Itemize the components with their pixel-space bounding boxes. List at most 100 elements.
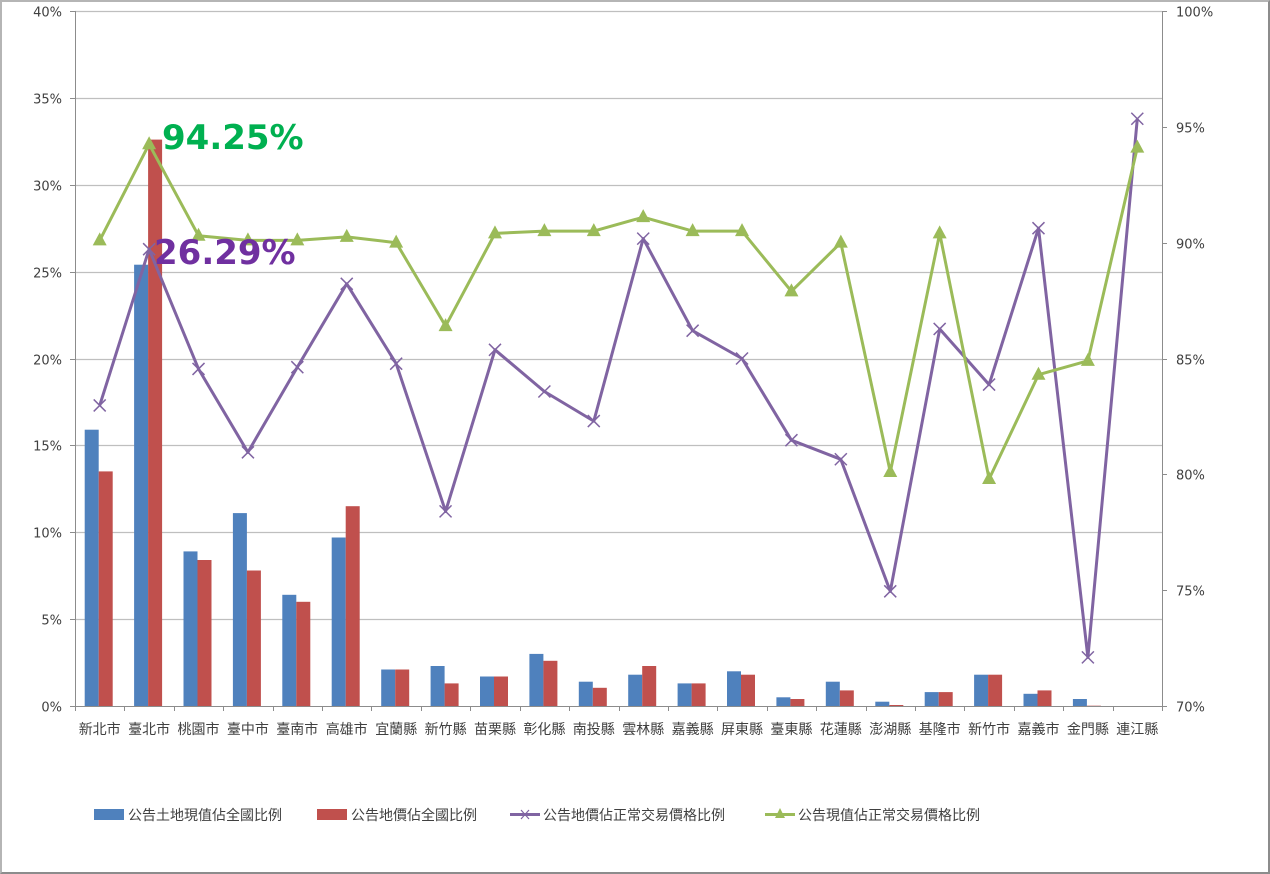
left-axis-label: 10%: [33, 527, 62, 542]
legend: 公告土地現值佔全國比例 公告地價佔全國比例 公告地價佔正常交易價格比例 公告現值…: [94, 807, 980, 824]
left-axis-label: 5%: [41, 614, 62, 629]
x-marker-icon: [340, 277, 354, 291]
right-axis-label: 95%: [1176, 122, 1205, 137]
triangle-marker-icon: [982, 470, 997, 484]
legend-label: 公告地價佔正常交易價格比例: [543, 807, 725, 824]
category-label: 新北市: [79, 721, 121, 738]
x-marker-icon: [686, 324, 700, 338]
bar-land-current-value-share: [331, 537, 346, 706]
x-marker-icon: [784, 433, 798, 447]
annotation-taipei-current-value: 94.25%: [162, 118, 304, 158]
category-label: 嘉義市: [1018, 721, 1060, 738]
bar-land-current-value-share: [825, 681, 840, 706]
x-marker-icon: [537, 384, 551, 399]
left-axis-label: 30%: [33, 180, 62, 195]
x-marker-icon: [439, 504, 453, 518]
bar-land-price-share: [345, 506, 360, 706]
bar-land-current-value-share: [84, 429, 99, 706]
axes: [70, 11, 1167, 711]
bar-land-current-value-share: [529, 653, 544, 706]
right-axis-label: 85%: [1176, 354, 1205, 369]
triangle-marker-icon: [487, 225, 502, 239]
triangle-marker-icon: [784, 283, 799, 297]
triangle-marker-icon: [775, 808, 785, 818]
bar-land-current-value-share: [232, 513, 247, 706]
x-marker-icon: [241, 445, 255, 459]
bar-land-current-value-share: [1072, 699, 1087, 706]
x-marker-icon: [933, 322, 947, 336]
x-marker-icon: [982, 378, 996, 392]
bar-land-current-value-share: [924, 692, 939, 706]
bar-land-price-share: [741, 674, 755, 706]
legend-item-land-price-share: 公告地價佔全國比例: [317, 807, 477, 824]
bar-land-price-share: [98, 471, 113, 706]
bar-land-current-value-share: [381, 669, 396, 706]
line-series: [92, 112, 1145, 664]
left-axis-label: 25%: [33, 267, 62, 282]
triangle-marker-icon: [735, 223, 750, 237]
bar-land-price-share: [839, 690, 854, 706]
category-label: 連江縣: [1116, 722, 1158, 738]
triangle-marker-icon: [636, 209, 651, 223]
triangle-marker-icon: [240, 232, 255, 246]
x-marker-icon: [1130, 112, 1144, 126]
bar-land-current-value-share: [776, 697, 791, 706]
category-label: 苗栗縣: [474, 722, 516, 738]
x-marker-icon: [883, 584, 897, 598]
bar-land-price-share: [395, 669, 410, 706]
bar-land-current-value-share: [183, 551, 198, 706]
bar-series: [84, 139, 1101, 707]
triangle-marker-icon: [833, 234, 848, 248]
bar-land-price-share: [494, 676, 508, 706]
category-label: 桃園市: [178, 721, 220, 738]
legend-swatch-red: [317, 809, 347, 820]
bar-land-current-value-share: [430, 666, 445, 706]
annotation-taipei-land-price: 26.29%: [154, 233, 296, 273]
bar-land-price-share: [444, 683, 459, 706]
category-label: 新竹市: [968, 721, 1010, 738]
left-axis-label: 40%: [33, 6, 62, 21]
bar-land-current-value-share: [628, 674, 643, 706]
right-axis-label: 75%: [1176, 585, 1205, 600]
category-label: 彰化縣: [523, 721, 565, 738]
bar-land-price-share: [1037, 690, 1052, 706]
x-marker-icon: [290, 360, 304, 374]
triangle-marker-icon: [586, 223, 601, 237]
x-marker-icon: [834, 452, 848, 466]
category-label: 嘉義縣: [672, 721, 714, 738]
bar-land-price-share: [246, 570, 261, 706]
triangle-marker-icon: [142, 136, 157, 150]
bar-land-current-value-share: [1023, 693, 1038, 706]
triangle-marker-icon: [537, 223, 552, 237]
right-axis-label: 80%: [1176, 469, 1205, 484]
triangle-marker-icon: [685, 223, 700, 237]
x-marker-icon: [488, 343, 502, 357]
right-axis-label: 70%: [1176, 701, 1205, 716]
x-marker-icon: [191, 362, 206, 376]
legend-label: 公告地價佔全國比例: [351, 807, 477, 824]
bar-land-current-value-share: [875, 701, 890, 706]
bar-land-current-value-share: [727, 671, 741, 707]
bar-land-price-share: [197, 560, 212, 706]
bar-land-price-share: [889, 705, 904, 706]
category-label: 臺中市: [227, 721, 269, 738]
category-label: 臺北市: [128, 721, 170, 738]
category-label: 雲林縣: [622, 722, 664, 738]
bar-land-current-value-share: [677, 683, 692, 706]
category-label: 屏東縣: [721, 722, 763, 738]
legend-swatch-blue: [94, 809, 124, 820]
triangle-marker-icon: [1080, 352, 1095, 366]
x-marker-icon: [142, 242, 156, 256]
triangle-marker-icon: [883, 464, 898, 478]
category-axis-labels: 新北市 臺北市 桃園市 臺中市 臺南市 高雄市 宜蘭縣 新竹縣 苗栗縣 彰化縣 南投縣 雲林縣 嘉義縣屏…: [79, 721, 1159, 738]
left-axis-label: 15%: [33, 440, 62, 455]
annotations: 94.25% 26.29%: [154, 118, 304, 273]
bar-land-price-share: [790, 699, 805, 706]
right-axis-label: 90%: [1176, 238, 1205, 253]
line-current-value-ratio: [98, 142, 1139, 481]
category-label: 臺東縣: [770, 722, 812, 738]
left-axis-label: 0%: [41, 701, 62, 716]
triangle-marker-icon: [1031, 366, 1046, 380]
bar-land-price-share: [148, 139, 163, 707]
